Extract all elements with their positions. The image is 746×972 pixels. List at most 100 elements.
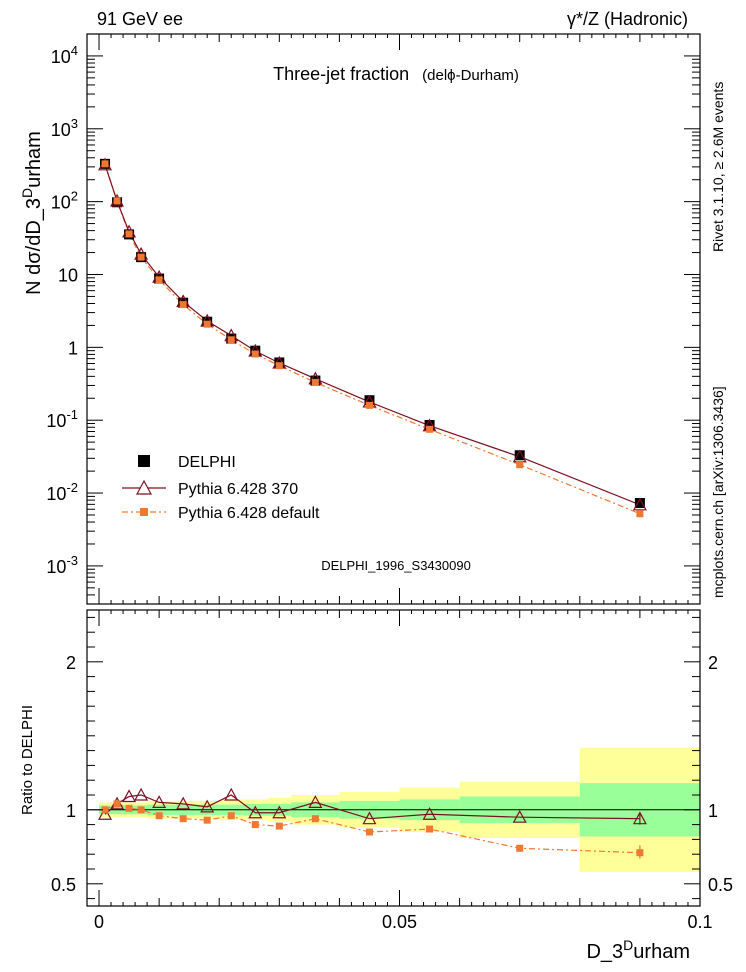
- ratio-point-pythia-370: [248, 805, 263, 819]
- y-tick-exponent: -3: [66, 553, 78, 568]
- x-tick-label: 0.1: [687, 912, 712, 932]
- y-tick-label: 104: [51, 43, 78, 67]
- point-pythia-default: [311, 378, 319, 386]
- point-pythia-370: [632, 497, 647, 511]
- point-pythia-default: [179, 301, 187, 309]
- point-pythia-default: [125, 230, 133, 238]
- y-tick-mantissa: 10: [46, 411, 66, 431]
- y-axis-label-rest: urham: [23, 131, 45, 188]
- main-plot-frame: [86, 33, 701, 605]
- ratio-point-pythia-default: [516, 844, 524, 852]
- y-tick-exponent: 4: [71, 43, 78, 58]
- x-axis-label: D_3Durham: [586, 937, 690, 963]
- ratio-point-pythia-default: [365, 828, 373, 836]
- header-left: 91 GeV ee: [97, 9, 183, 29]
- ratio-point-pythia-370: [272, 805, 287, 819]
- ratio-point-pythia-default: [275, 822, 283, 830]
- point-pythia-default: [203, 320, 211, 328]
- ratio-point-pythia-default: [155, 812, 163, 820]
- ratio-tick-label-left: 0.5: [51, 875, 76, 895]
- ratio-point-pythia-370: [200, 799, 215, 813]
- ratio-point-pythia-370: [98, 806, 113, 820]
- point-delphi: [364, 395, 375, 406]
- ratio-tick-label-right: 1: [708, 801, 718, 821]
- ratio-point-pythia-370: [134, 787, 149, 801]
- ratio-point-pythia-default: [113, 800, 121, 808]
- ratio-point-pythia-370: [122, 789, 137, 803]
- y-axis-label-sup: D: [19, 188, 35, 198]
- ratio-point-pythia-default: [125, 804, 133, 812]
- point-delphi: [634, 498, 645, 509]
- y-tick-label: 1: [68, 338, 78, 358]
- point-pythia-default: [227, 336, 235, 344]
- ratio-point-pythia-default: [311, 815, 319, 823]
- y-tick-exponent: -1: [66, 407, 78, 422]
- y-tick-label: 10-1: [46, 407, 78, 431]
- ratio-point-pythia-370: [512, 809, 527, 823]
- header-right: γ*/Z (Hadronic): [567, 9, 688, 29]
- y-tick-mantissa: 10: [46, 557, 66, 577]
- ratio-point-pythia-default: [101, 806, 109, 814]
- y-tick-exponent: 3: [71, 116, 78, 131]
- y-tick-mantissa: 10: [51, 193, 71, 213]
- y-tick-exponent: 2: [71, 189, 78, 204]
- x-axis-label-text: D_3: [586, 941, 623, 963]
- ratio-point-pythia-default: [137, 806, 145, 814]
- y-tick-mantissa: 10: [51, 47, 71, 67]
- y-tick-label: 10-2: [46, 480, 78, 504]
- ratio-tick-label-right: 0.5: [708, 875, 733, 895]
- x-tick-label: 0.05: [382, 912, 417, 932]
- point-pythia-default: [636, 510, 644, 518]
- x-axis-label-sup: D: [623, 937, 633, 953]
- side-label-lower: mcplots.cern.ch [arXiv:1306.3436]: [710, 386, 726, 598]
- point-pythia-default: [365, 401, 373, 409]
- y-tick-label: 102: [51, 189, 78, 213]
- chart-title: Three-jet fraction (delϕ-Durham): [273, 64, 519, 84]
- y-tick-label: 103: [51, 116, 78, 140]
- point-pythia-default: [426, 425, 434, 433]
- y-tick-mantissa: 10: [46, 484, 66, 504]
- y-tick-exponent: -2: [66, 480, 78, 495]
- y-tick-label: 10-3: [46, 553, 78, 577]
- legend-label: DELPHI: [178, 454, 236, 471]
- point-pythia-default: [251, 350, 259, 358]
- ratio-point-pythia-370: [308, 795, 323, 809]
- ratio-point-pythia-370: [224, 787, 239, 801]
- chart-title-main: Three-jet fraction: [273, 64, 409, 84]
- y-tick-label: 10: [58, 265, 78, 285]
- point-pythia-default: [275, 362, 283, 370]
- analysis-watermark: DELPHI_1996_S3430090: [321, 558, 471, 573]
- legend-marker-pythia-370: [135, 479, 153, 495]
- legend-label: Pythia 6.428 370: [178, 481, 298, 498]
- ratio-point-pythia-370: [176, 796, 191, 810]
- y-tick-mantissa: 10: [51, 120, 71, 140]
- chart-subtitle: (delϕ-Durham): [422, 67, 519, 84]
- point-pythia-default: [101, 160, 109, 168]
- ratio-tick-label-right: 2: [708, 653, 718, 673]
- ratio-line-pythia-370: [104, 794, 640, 820]
- point-pythia-default: [155, 276, 163, 284]
- point-delphi: [514, 450, 525, 461]
- ratio-point-pythia-370: [362, 811, 377, 825]
- ratio-point-pythia-default: [179, 815, 187, 823]
- ratio-point-pythia-default: [251, 821, 259, 829]
- legend-label: Pythia 6.428 default: [178, 505, 320, 522]
- legend-marker-delphi: [138, 455, 150, 467]
- legend-marker-pythia-default: [140, 508, 148, 516]
- x-tick-label: 0: [94, 912, 104, 932]
- side-label-upper: Rivet 3.1.10, ≥ 2.6M events: [710, 82, 726, 252]
- point-delphi: [424, 419, 435, 430]
- ratio-point-pythia-default: [227, 812, 235, 820]
- y-axis-label: N dσ/dD_3Durham: [19, 131, 45, 295]
- ratio-axis-label: Ratio to DELPHI: [19, 705, 36, 815]
- point-pythia-default: [137, 253, 145, 261]
- point-pythia-default: [516, 461, 524, 469]
- point-pythia-default: [113, 197, 121, 205]
- ratio-tick-label-left: 1: [66, 801, 76, 821]
- ratio-point-pythia-default: [426, 825, 434, 833]
- ratio-tick-label-left: 2: [66, 653, 76, 673]
- ratio-point-pythia-default: [203, 816, 211, 824]
- y-axis-label-text: N dσ/dD_3: [23, 198, 45, 295]
